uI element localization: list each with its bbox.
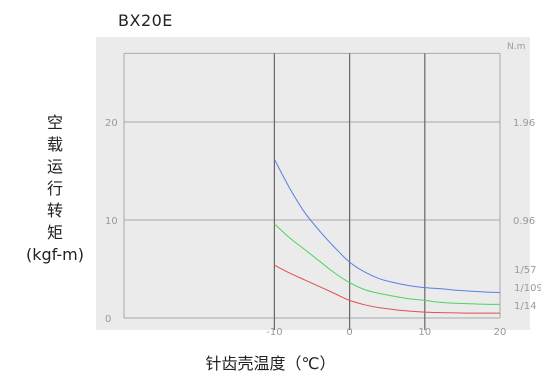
series-label: 1/14 [514, 301, 536, 312]
series-label: 1/109 [514, 283, 541, 294]
y-axis-label: 空 载 运 行 转 矩 (kgf-m) [18, 112, 92, 266]
y-tick-label: 20 [105, 118, 118, 129]
right-axis-unit: N.m [507, 42, 525, 52]
x-tick-label: -10 [266, 327, 282, 338]
series-label: 1/57 [514, 265, 536, 276]
y-axis-label-char: 行 [46, 179, 63, 198]
y-axis-label-char: 载 [46, 135, 63, 154]
x-tick-label: 0 [346, 327, 352, 338]
y-axis-label-char: 转 [46, 201, 63, 220]
series-line [273, 158, 501, 293]
right-tick-label: 0.96 [513, 216, 535, 227]
x-tick-label: 10 [418, 327, 431, 338]
right-tick-label: 1.96 [513, 118, 535, 129]
y-axis-label-char: 空 [46, 113, 63, 132]
y-axis-label-char: 矩 [46, 223, 63, 242]
x-axis-label: 针齿壳温度（℃） [205, 354, 336, 373]
y-tick-label: 10 [105, 216, 118, 227]
y-tick-label: 0 [105, 314, 111, 325]
chart-title: BX20E [118, 11, 173, 30]
y-axis-unit: (kgf-m) [25, 245, 85, 264]
x-tick-label: 20 [494, 327, 507, 338]
series-line [274, 264, 500, 314]
plot-background [96, 37, 530, 330]
y-axis-label-char: 运 [46, 157, 63, 176]
series-line [274, 223, 501, 305]
